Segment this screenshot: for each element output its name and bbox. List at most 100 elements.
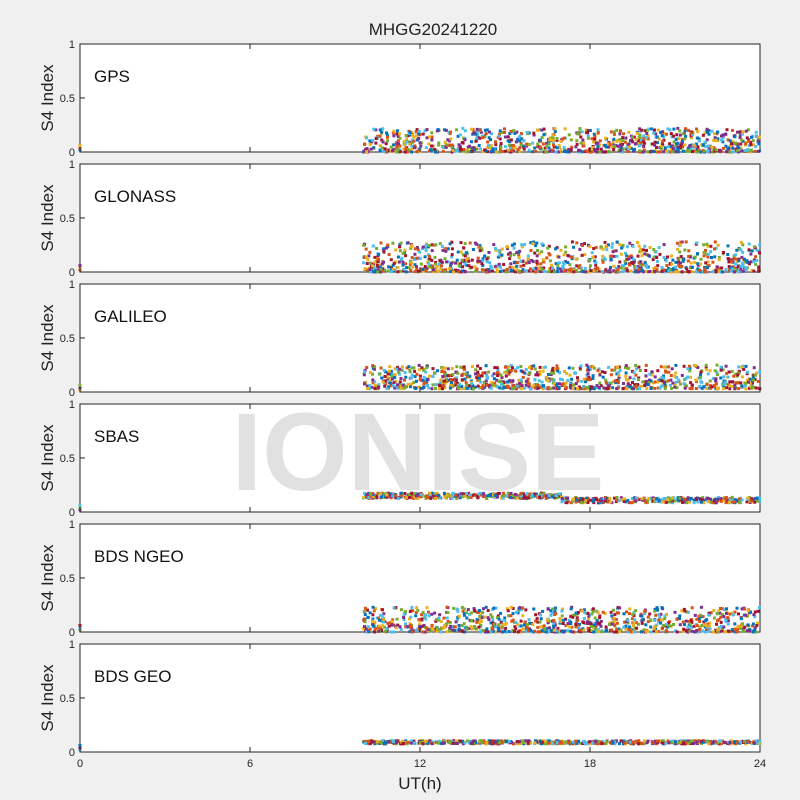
data-point (454, 381, 458, 385)
data-point (549, 270, 553, 274)
data-point (564, 245, 568, 249)
data-point (729, 266, 733, 269)
data-point (512, 742, 515, 746)
scatter-points (78, 240, 762, 274)
data-point (410, 605, 414, 609)
data-point (744, 364, 748, 368)
data-point (588, 498, 592, 502)
data-point (441, 367, 445, 371)
data-point (404, 254, 408, 258)
data-point (478, 249, 482, 253)
data-point (694, 498, 698, 502)
data-point (545, 256, 549, 260)
data-point (406, 625, 410, 629)
data-point (737, 146, 741, 150)
data-point (480, 740, 484, 744)
data-point (755, 371, 758, 375)
data-point (445, 616, 449, 620)
data-point (595, 622, 599, 625)
data-point (557, 382, 561, 386)
data-point (599, 624, 603, 628)
data-point (679, 740, 683, 744)
data-point (601, 740, 605, 744)
data-point (538, 365, 542, 369)
data-point (411, 133, 415, 137)
data-point (409, 376, 413, 380)
data-point (556, 369, 560, 373)
y-axis-label: S4 Index (38, 184, 57, 252)
data-point (522, 139, 526, 143)
data-point (757, 265, 761, 269)
data-point (415, 246, 419, 249)
data-point (514, 369, 518, 373)
panel-plot-area (79, 163, 761, 273)
data-point (419, 495, 423, 499)
data-point (730, 628, 734, 632)
data-point (365, 492, 369, 496)
data-point (437, 383, 441, 387)
data-point (662, 150, 666, 154)
data-point (675, 386, 679, 390)
data-point (689, 496, 693, 500)
data-point (731, 385, 735, 388)
data-point (527, 618, 531, 622)
data-point (627, 257, 631, 261)
data-point (437, 616, 441, 620)
data-point (374, 137, 378, 141)
data-point (78, 624, 82, 627)
data-point (483, 385, 487, 389)
data-point (499, 621, 503, 625)
data-point (623, 269, 627, 273)
data-point (488, 385, 491, 389)
data-point (582, 141, 586, 145)
data-point (673, 385, 677, 389)
data-point (458, 739, 462, 743)
data-point (640, 263, 644, 267)
data-point (405, 366, 409, 370)
data-point (708, 369, 712, 373)
data-point (497, 628, 501, 632)
data-point (551, 742, 555, 746)
data-point (566, 622, 570, 626)
data-point (465, 616, 469, 620)
data-point (753, 615, 757, 619)
data-point (573, 741, 577, 745)
data-point (662, 256, 666, 259)
data-point (731, 613, 735, 617)
data-point (416, 609, 420, 612)
data-point (735, 630, 739, 634)
data-point (738, 133, 742, 137)
data-point (733, 622, 737, 626)
data-point (476, 133, 480, 137)
data-point (599, 740, 603, 744)
data-point (699, 613, 703, 617)
data-point (444, 377, 448, 381)
data-point (495, 616, 499, 620)
data-point (527, 496, 531, 500)
data-point (408, 492, 411, 496)
data-point (702, 385, 706, 389)
data-point (418, 374, 422, 378)
data-point (527, 629, 531, 632)
data-point (368, 143, 372, 147)
data-point (670, 496, 674, 500)
data-point (619, 129, 622, 133)
data-point (501, 496, 505, 500)
data-point (414, 611, 418, 614)
data-point (567, 150, 571, 154)
data-point (387, 369, 391, 373)
data-point (644, 374, 648, 378)
data-point (576, 132, 580, 136)
data-point (758, 251, 761, 255)
data-point (740, 375, 744, 379)
data-point (722, 385, 726, 389)
data-point (576, 618, 580, 622)
data-point (511, 606, 515, 610)
data-point (506, 148, 510, 152)
data-point (467, 627, 471, 630)
data-point (673, 374, 677, 378)
data-point (412, 139, 416, 143)
data-point (652, 627, 656, 631)
data-point (548, 136, 552, 140)
data-point (484, 605, 488, 609)
